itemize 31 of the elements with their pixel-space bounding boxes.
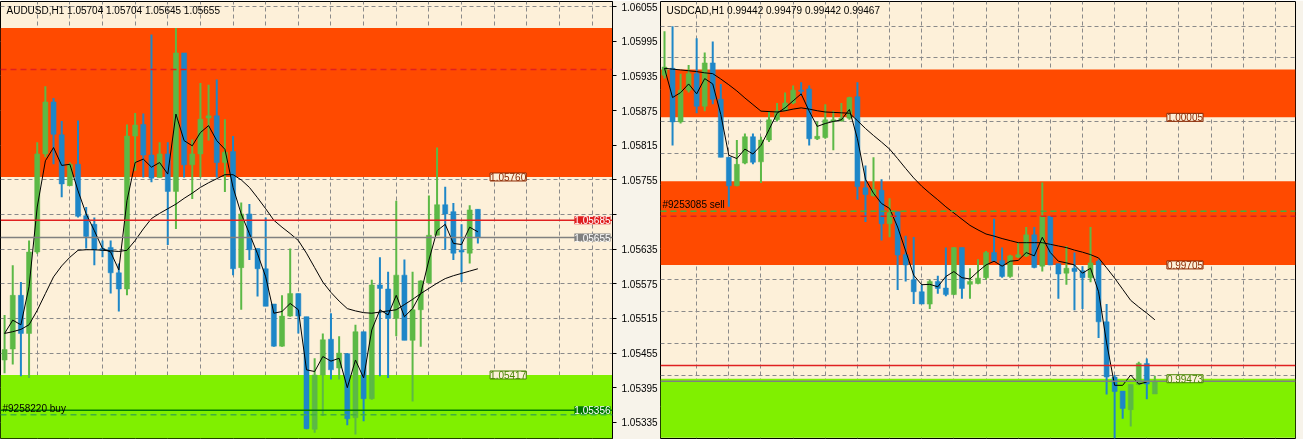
y-tick-label: 1.05395 — [621, 382, 659, 394]
y-tick-label: 1.05935 — [621, 70, 659, 82]
band-label: 0.99473 — [1166, 373, 1204, 385]
ref-line-label: 1.05685 — [574, 215, 611, 227]
candlestick — [1063, 244, 1070, 286]
chart-title: USDCAD,H1 0.99442 0.99479 0.99442 0.99467 — [666, 4, 881, 16]
y-tick-label: 1.06055 — [621, 1, 659, 13]
band-label: 1.00005 — [1166, 112, 1204, 124]
candlestick — [377, 256, 383, 378]
candlestick — [205, 83, 212, 142]
candlestick — [1055, 262, 1062, 300]
candlestick — [42, 85, 49, 159]
y-tick-label: 1.05815 — [621, 140, 659, 152]
y-tick-label: 1.05995 — [621, 36, 659, 48]
candlestick — [50, 96, 57, 166]
candlestick — [677, 72, 684, 125]
candlestick — [1015, 241, 1021, 259]
ref-line-label: #9253085 sell — [662, 199, 725, 211]
ref-line-label: #9258220 buy — [2, 402, 66, 414]
y-tick-label: 1.05875 — [621, 105, 659, 117]
y-tick-label: 1.05635 — [621, 244, 659, 256]
ref-line-label: 1.05655 — [574, 232, 611, 244]
y-tick-label: 1.05755 — [621, 174, 659, 186]
y-tick-label: 1.05335 — [621, 417, 659, 429]
y-tick-label: 1.05575 — [621, 278, 659, 290]
candlestick — [862, 164, 869, 224]
y-tick-label: 1.05455 — [621, 348, 659, 360]
y-tick-label: 1.05515 — [621, 313, 659, 325]
ref-line-label: 1.05356 — [574, 405, 611, 417]
candlestick — [1, 313, 8, 375]
chart-title: AUDUSD,H1 1.05704 1.05704 1.05645 1.05655 — [6, 4, 221, 16]
